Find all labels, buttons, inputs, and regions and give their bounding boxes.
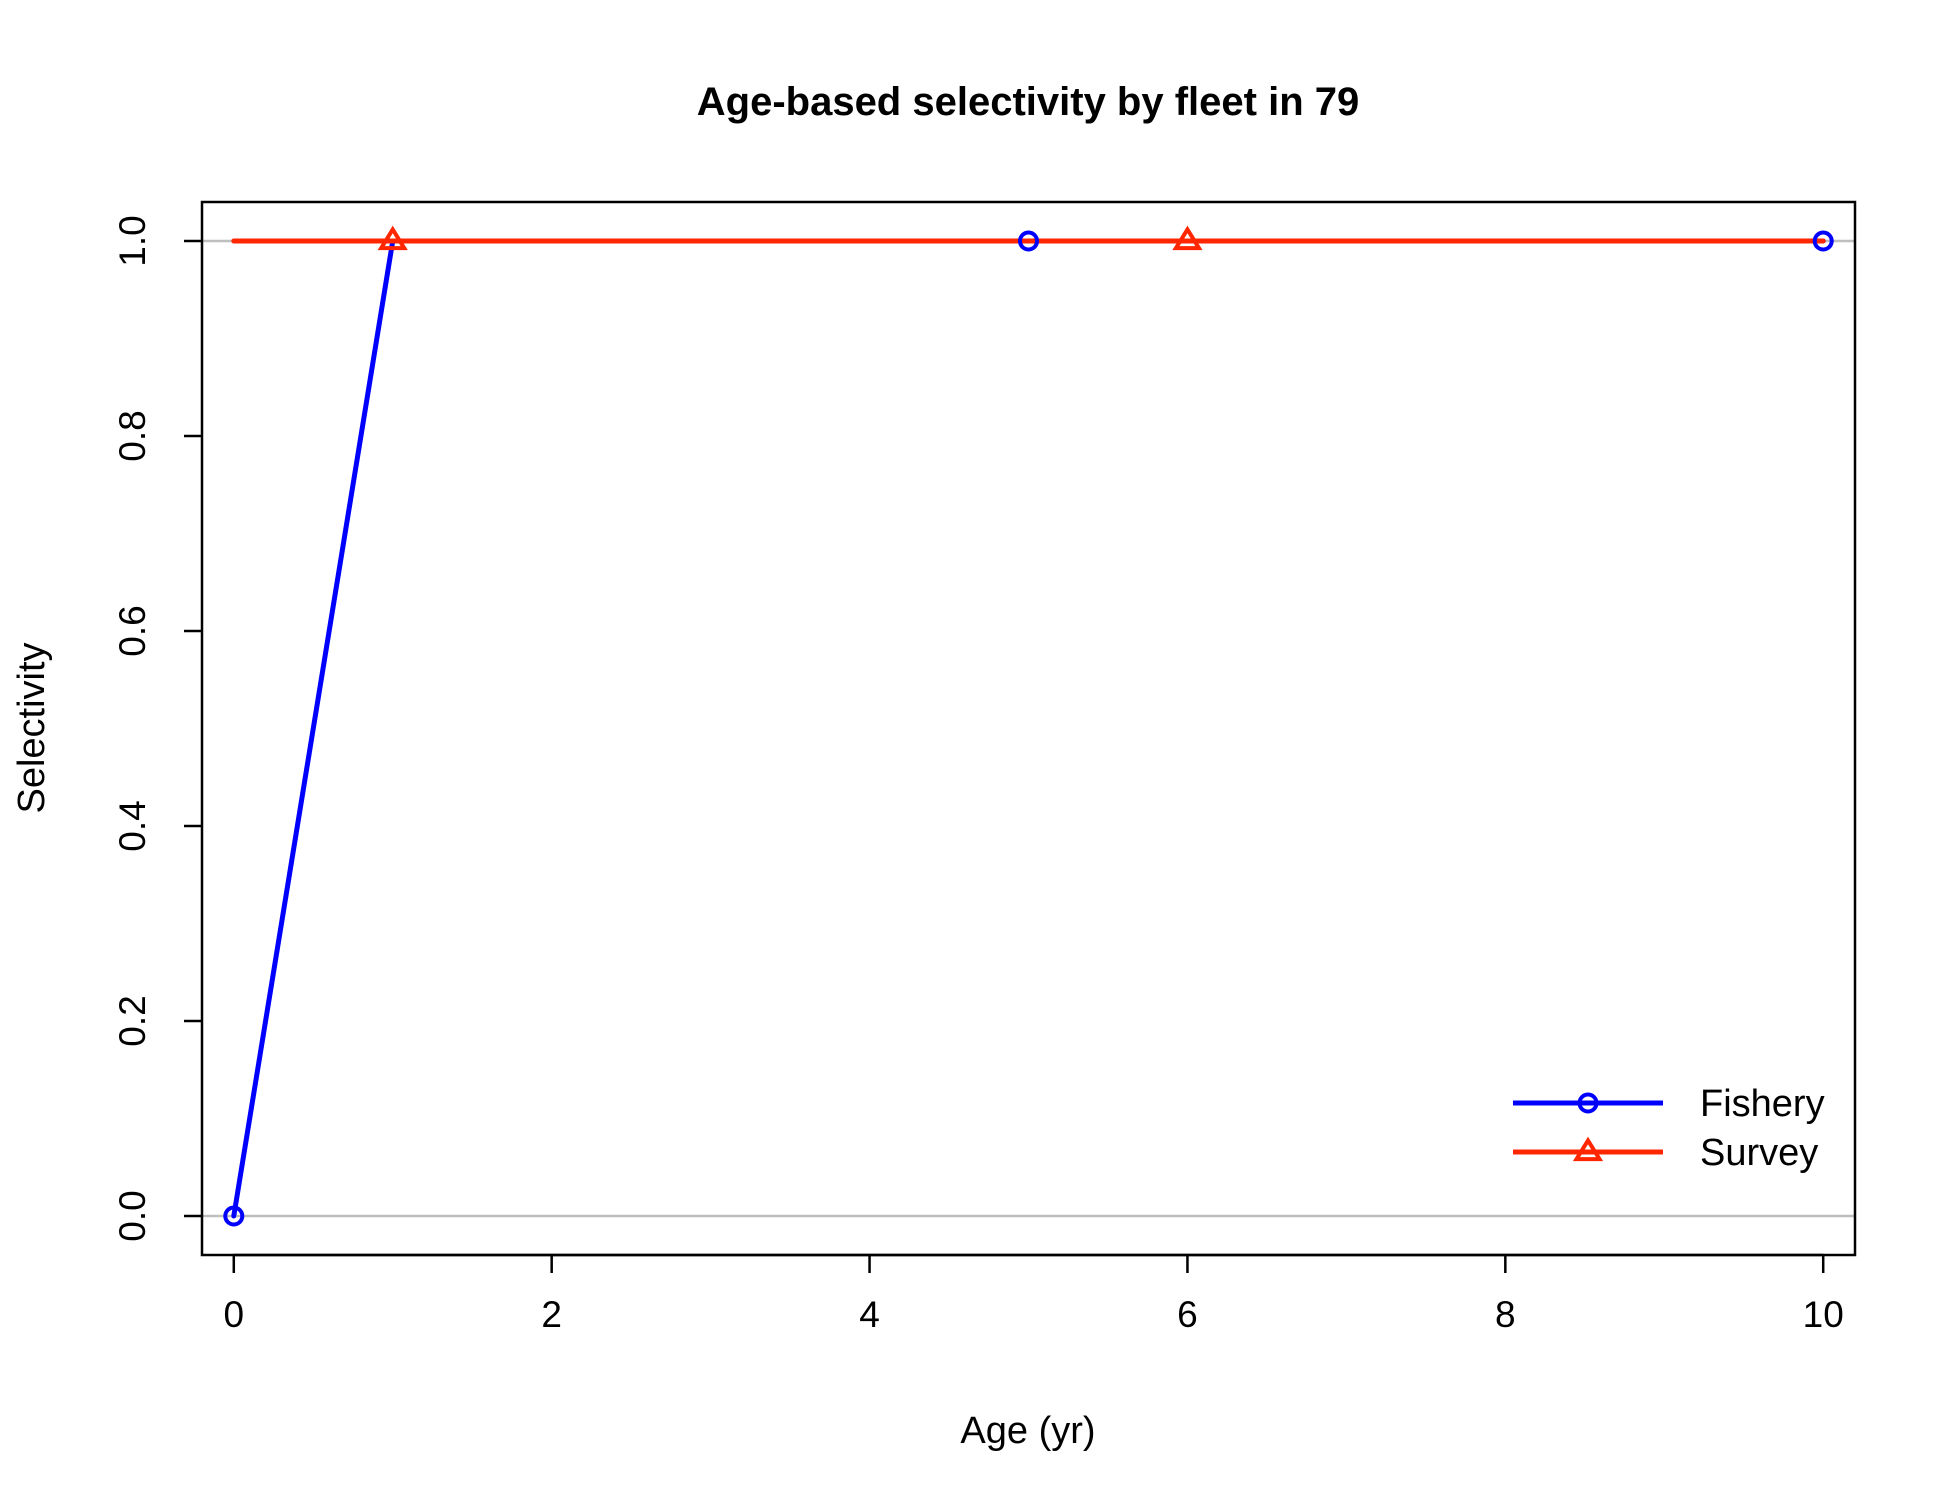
chart-title: Age-based selectivity by fleet in 79 xyxy=(697,80,1359,124)
y-axis: 0.0 0.2 0.4 0.6 0.8 1.0 xyxy=(112,215,202,1242)
y-tick-label-1: 0.2 xyxy=(112,995,153,1046)
legend-label-survey: Survey xyxy=(1700,1132,1818,1174)
x-tick-label-4: 8 xyxy=(1495,1294,1516,1335)
series-line-fishery xyxy=(231,238,1826,1219)
x-axis-label: Age (yr) xyxy=(960,1410,1095,1452)
x-tick-label-5: 10 xyxy=(1803,1294,1844,1335)
point-survey-1 xyxy=(1172,225,1203,251)
series-markers xyxy=(223,225,1834,1227)
y-tick-label-4: 0.8 xyxy=(112,410,153,461)
point-fishery-2 xyxy=(1812,230,1834,252)
y-tick-label-3: 0.6 xyxy=(112,605,153,656)
reference-lines xyxy=(202,239,1855,1218)
point-fishery-1 xyxy=(1018,230,1039,252)
plot-frame xyxy=(200,200,1857,1257)
series-lines xyxy=(231,238,1826,1219)
y-tick-label-2: 0.4 xyxy=(112,800,153,851)
legend-label-fishery: Fishery xyxy=(1700,1083,1825,1125)
y-axis-label: Selectivity xyxy=(11,642,53,813)
x-axis: 0 2 4 6 8 10 xyxy=(223,1253,1844,1335)
legend-marker-fishery xyxy=(1577,1092,1599,1114)
point-fishery-0 xyxy=(223,1205,245,1227)
point-survey-0 xyxy=(377,225,408,251)
legend-marker-survey xyxy=(1572,1136,1604,1162)
y-tick-label-5: 1.0 xyxy=(112,215,153,266)
x-tick-label-3: 6 xyxy=(1177,1294,1198,1335)
x-tick-label-2: 4 xyxy=(859,1294,880,1335)
x-tick-label-1: 2 xyxy=(541,1294,562,1335)
y-tick-label-0: 0.0 xyxy=(112,1190,153,1241)
x-tick-label-0: 0 xyxy=(223,1294,244,1335)
legend: Fishery Survey xyxy=(1513,1083,1825,1174)
